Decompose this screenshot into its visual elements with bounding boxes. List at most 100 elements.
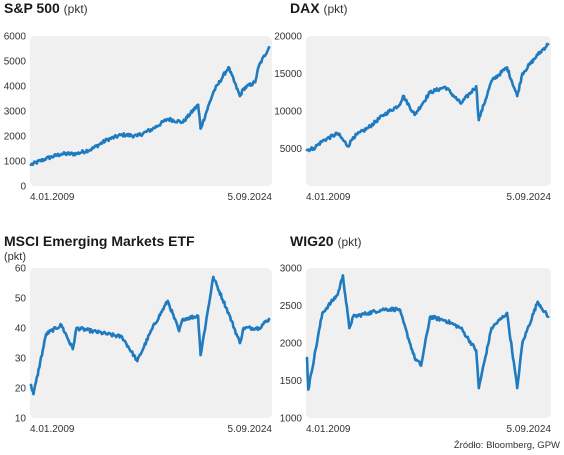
data-point: [505, 311, 509, 315]
y-tick-label: 10: [15, 414, 27, 425]
data-point: [238, 341, 242, 345]
y-tick-label: 6000: [4, 32, 27, 43]
data-point: [428, 315, 432, 319]
data-point: [267, 46, 271, 49]
source-note: Źródło: Bloomberg, GPW: [453, 440, 560, 451]
y-tick-label: 2000: [4, 132, 27, 143]
chart-title-wig20: WIG20 (pkt): [290, 233, 361, 249]
x-tick-label-start: 4.01.2009: [30, 424, 75, 435]
data-point: [305, 148, 309, 152]
data-point: [444, 85, 447, 89]
data-point: [71, 347, 75, 351]
data-point: [75, 152, 78, 156]
data-point: [199, 127, 202, 130]
data-point: [546, 315, 550, 319]
data-point: [477, 118, 481, 122]
data-point: [166, 299, 169, 303]
data-point: [336, 132, 340, 135]
data-point: [428, 91, 432, 94]
data-point: [166, 117, 169, 121]
y-tick-label: 30: [15, 354, 27, 365]
y-tick-label: 40: [15, 324, 27, 335]
chart-title-dax: DAX (pkt): [290, 0, 347, 16]
x-tick-label-start: 4.01.2009: [306, 192, 351, 203]
data-point: [199, 353, 202, 357]
data-point: [305, 356, 309, 360]
data-point: [490, 79, 493, 83]
data-point: [515, 386, 519, 390]
x-tick-label-end: 5.09.2024: [228, 424, 273, 435]
chart-dax: 5000 10000 15000 20000 4.01.2009 5.09.2024: [274, 32, 551, 204]
y-tick-label: 20: [15, 384, 27, 395]
data-point: [177, 329, 181, 333]
data-point: [29, 163, 33, 167]
data-point: [227, 66, 230, 69]
data-point: [367, 311, 370, 315]
data-point: [521, 72, 524, 75]
data-point: [181, 121, 185, 124]
y-tick-label: 2000: [280, 339, 303, 350]
data-point: [44, 157, 48, 160]
data-point: [413, 356, 417, 360]
data-point: [321, 311, 324, 315]
data-point: [401, 94, 405, 98]
data-point: [227, 311, 230, 315]
y-tick-label: 2500: [280, 301, 303, 312]
y-tick-label: 20000: [274, 32, 302, 43]
data-point: [267, 317, 271, 321]
y-tick-label: 5000: [4, 57, 27, 68]
data-point: [459, 326, 463, 330]
series-line: [29, 275, 271, 396]
data-point: [307, 388, 310, 391]
plot-area: [306, 36, 551, 186]
data-point: [90, 147, 94, 151]
x-tick-label-end: 5.09.2024: [228, 192, 273, 203]
data-point: [44, 332, 48, 336]
data-point: [367, 126, 370, 129]
y-tick-label: 4000: [4, 82, 27, 93]
chart-title-text: S&P 500: [4, 0, 60, 16]
data-point: [136, 359, 139, 363]
data-point: [120, 133, 124, 137]
data-point: [413, 113, 417, 117]
data-point: [474, 349, 478, 352]
series-line: [29, 46, 271, 167]
data-point: [151, 326, 154, 330]
data-point: [32, 392, 35, 396]
data-point: [242, 326, 245, 330]
chart-unit: (pkt): [337, 235, 362, 249]
data-point: [60, 152, 63, 156]
data-point: [351, 136, 355, 139]
x-tick-label-start: 4.01.2009: [306, 424, 351, 435]
data-point: [341, 274, 345, 277]
data-point: [398, 308, 401, 311]
chart-title-sp500: S&P 500 (pkt): [4, 0, 88, 16]
y-tick-label: 3000: [280, 264, 303, 275]
chart-wig20: 1000 1500 2000 2500 3000 4.01.2009 5.09.2024: [280, 264, 552, 436]
data-point: [521, 341, 524, 345]
data-point: [477, 386, 481, 390]
x-tick-label-end: 5.09.2024: [507, 192, 552, 203]
data-point: [536, 300, 539, 304]
y-tick-label: 1000: [280, 414, 303, 425]
data-point: [196, 103, 200, 107]
data-point: [382, 113, 386, 117]
plot-area: [30, 268, 272, 418]
data-point: [490, 326, 493, 330]
data-point: [419, 364, 423, 367]
data-point: [398, 103, 401, 107]
data-point: [105, 138, 109, 142]
data-point: [312, 147, 315, 150]
y-tick-label: 5000: [280, 144, 303, 155]
data-point: [75, 326, 78, 330]
data-point: [105, 332, 109, 336]
data-point: [546, 43, 550, 46]
data-point: [60, 323, 63, 327]
data-point: [212, 275, 215, 279]
data-point: [196, 314, 200, 318]
data-point: [346, 145, 350, 148]
x-tick-label-start: 4.01.2009: [30, 192, 75, 203]
data-point: [257, 326, 261, 330]
data-point: [351, 315, 355, 319]
